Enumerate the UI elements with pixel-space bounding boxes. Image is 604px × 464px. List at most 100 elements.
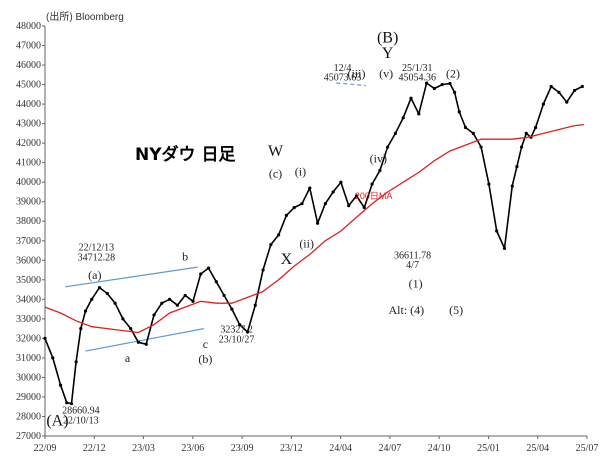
price-point [424, 81, 429, 85]
annotation-label: 28660.94 [62, 406, 100, 417]
price-point [417, 112, 421, 116]
price-point [432, 86, 436, 91]
y-tick-label: 31000 [16, 353, 41, 364]
price-point [519, 145, 524, 149]
annotation-label: 36611.78 [394, 250, 431, 261]
y-tick-label: 33000 [16, 314, 41, 325]
price-point [167, 297, 172, 301]
annotation-label: 22/10/13 [63, 415, 99, 426]
price-point [58, 383, 63, 387]
price-point [308, 186, 312, 190]
price-point [580, 84, 584, 89]
price-point [74, 360, 78, 364]
x-tick-label: 25/07 [576, 443, 599, 454]
price-point [323, 202, 327, 206]
x-tick-label: 22/12 [83, 443, 106, 454]
price-point [160, 301, 164, 305]
price-point [183, 293, 187, 298]
y-tick-label: 28000 [16, 411, 41, 422]
annotation-label: 32327.2 [220, 325, 253, 336]
annotation-label: b [182, 249, 188, 263]
price-point [245, 330, 250, 334]
price-point [261, 268, 265, 272]
x-tick-label: 25/04 [526, 443, 549, 454]
x-tick-label: 25/01 [477, 443, 500, 454]
annotation-label: 22/12/13 [79, 243, 115, 254]
price-point [230, 307, 234, 311]
price-point [83, 309, 88, 313]
price-lines [43, 81, 584, 406]
trendline [336, 82, 366, 87]
annotation-label: 25/1/31 [402, 63, 433, 74]
annotation-label: Y [382, 45, 394, 62]
x-tick-label: 23/09 [231, 443, 254, 454]
price-point [199, 272, 203, 276]
price-point [113, 301, 117, 305]
annotation-label: 45073.63 [324, 73, 362, 84]
y-tick-label: 35000 [16, 275, 41, 286]
price-point [572, 88, 577, 93]
price-point [214, 280, 218, 284]
annotation-label: 4/7 [406, 260, 419, 271]
price-point [557, 90, 561, 94]
y-tick-label: 40000 [16, 177, 41, 188]
x-tick-label: 23/03 [132, 443, 155, 454]
price-point [136, 340, 141, 344]
price-point [315, 221, 320, 225]
price-point [206, 266, 211, 270]
price-point [463, 125, 468, 130]
annotation-label: (i) [295, 164, 306, 178]
x-tick-label: 24/07 [379, 443, 402, 454]
trendline [85, 328, 204, 352]
annotation-label: W [268, 143, 284, 160]
price-point [152, 313, 156, 317]
price-point [378, 168, 382, 173]
price-point [541, 102, 545, 106]
y-tick-label: 37000 [16, 236, 41, 247]
annotation-label: X [281, 251, 293, 268]
y-tick-label: 29000 [16, 392, 41, 403]
chart-title: NYダウ 日足 [135, 144, 235, 165]
price-point [253, 303, 257, 307]
price-point [502, 246, 507, 250]
price-point [524, 131, 528, 135]
price-point [471, 131, 475, 135]
y-tick-label: 36000 [16, 255, 41, 266]
price-point [269, 243, 273, 247]
y-tick-label: 30000 [16, 372, 41, 383]
price-point [65, 401, 69, 405]
annotation-label: (v) [379, 67, 393, 81]
price-point [292, 205, 296, 210]
y-tick-label: 47000 [16, 41, 41, 52]
x-tick-label: 24/10 [428, 443, 451, 454]
price-point [440, 82, 444, 87]
x-tick-label: 22/09 [34, 443, 57, 454]
price-point [121, 317, 125, 321]
price-point [362, 205, 366, 210]
price-point [331, 190, 335, 194]
price-point [370, 182, 374, 186]
price-point [238, 323, 242, 327]
y-tick-label: 34000 [16, 294, 41, 305]
source-label: (出所) Bloomberg [46, 10, 124, 23]
price-point [222, 293, 226, 298]
y-tick-label: 38000 [16, 216, 41, 227]
annotation-label: (B) [377, 30, 398, 47]
annotation-label: (2) [446, 67, 460, 81]
price-point [105, 291, 109, 296]
price-point [191, 299, 195, 303]
annotation-label: (iv) [370, 152, 387, 166]
annotation-label: c [203, 337, 208, 351]
price-point [515, 164, 519, 169]
tick-labels: 27000 28000 29000 30000 31000 32000 33000 34000… [16, 21, 598, 454]
trendline [65, 266, 198, 288]
price-point [479, 145, 483, 149]
price-point [549, 84, 553, 89]
price-point [487, 182, 491, 186]
annotation-label: (c) [269, 166, 282, 180]
x-tick-label: 23/06 [181, 443, 204, 454]
trendlines [65, 82, 366, 352]
price-point [409, 96, 413, 100]
